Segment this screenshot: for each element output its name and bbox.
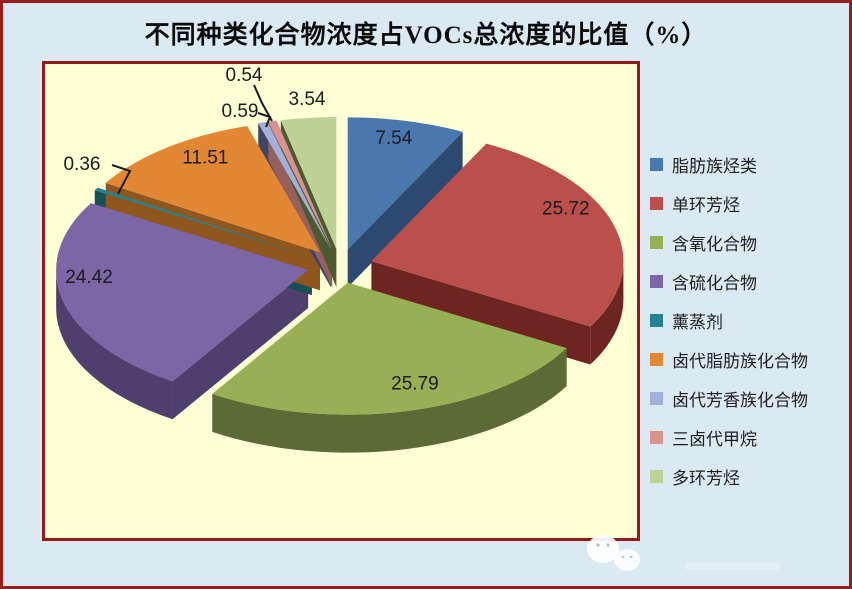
legend-item: 三卤代甲烷 <box>650 418 808 457</box>
pie-slice <box>105 126 321 253</box>
pie-slice <box>94 187 312 258</box>
legend-swatch-icon <box>650 158 663 171</box>
pie-slice <box>371 143 624 327</box>
data-label: 25.72 <box>542 199 590 220</box>
pie-slice <box>280 116 337 249</box>
legend-item: 多环芳烃 <box>650 457 808 496</box>
legend-item: 卤代芳香族化合物 <box>650 379 808 418</box>
pie-slice-wall <box>212 348 567 453</box>
pie-slice-wall <box>280 120 337 287</box>
legend-item-label: 卤代芳香族化合物 <box>672 391 808 410</box>
legend-swatch-icon <box>650 470 663 483</box>
pie-slice <box>347 117 463 250</box>
pie-labels: 7.54 25.72 25.79 24.42 0.36 11.51 0.59 0.54 3.54 <box>64 65 590 395</box>
data-label: 0.36 <box>64 154 101 175</box>
legend-swatch-icon <box>650 353 663 366</box>
legend-item: 卤代脂肪族化合物 <box>650 340 808 379</box>
data-label: 25.79 <box>391 374 439 395</box>
data-label: 0.59 <box>222 101 259 122</box>
legend-item-label: 薰蒸剂 <box>672 313 723 332</box>
legend-item: 含氧化合物 <box>650 223 808 262</box>
legend-swatch-icon <box>650 431 663 444</box>
pie-3d-chart: 7.54 25.72 25.79 24.42 0.36 11.51 0.59 0.54 3.54 <box>56 65 624 453</box>
data-label: 7.54 <box>375 128 412 149</box>
legend-item-label: 三卤代甲烷 <box>672 430 757 449</box>
pie-slice-wall <box>172 270 309 420</box>
data-label: 3.54 <box>289 89 326 110</box>
pie-slice <box>258 121 332 250</box>
legend-item: 含硫化合物 <box>650 262 808 301</box>
legend-item: 单环芳烃 <box>650 184 808 223</box>
legend-item-label: 单环芳烃 <box>672 196 740 215</box>
legend-item-label: 脂肪族烃类 <box>672 157 757 176</box>
data-label: 11.51 <box>182 148 228 169</box>
legend-item: 脂肪族烃类 <box>650 145 808 184</box>
legend-swatch-icon <box>650 275 663 288</box>
legend: 脂肪族烃类单环芳烃含氧化合物含硫化合物薰蒸剂卤代脂肪族化合物 卤代芳香族化合物 三卤… <box>650 145 808 496</box>
pie-slice <box>212 282 567 415</box>
pie-tops <box>56 116 624 415</box>
legend-swatch-icon <box>650 197 663 210</box>
legend-item-label: 含氧化合物 <box>672 235 757 254</box>
legend-swatch-icon <box>650 314 663 327</box>
pie-slice-wall <box>56 270 173 420</box>
pie-slice <box>268 120 333 250</box>
legend-swatch-icon <box>650 236 663 249</box>
data-label: 24.42 <box>65 267 113 288</box>
plot-area: 7.54 25.72 25.79 24.42 0.36 11.51 0.59 0.54 3.54 <box>42 61 640 541</box>
legend-swatch-icon <box>650 392 663 405</box>
pie-slice-wall <box>347 131 463 288</box>
legend-item: 薰蒸剂 <box>650 301 808 340</box>
legend-item-label: 含硫化合物 <box>672 274 757 293</box>
pie-slice-wall <box>590 261 624 365</box>
pie-slice <box>56 203 309 382</box>
legend-item-label: 卤代脂肪族化合物 <box>672 352 808 371</box>
data-label: 0.54 <box>226 65 263 86</box>
label-leader-line <box>111 164 132 195</box>
pie-slice-wall <box>371 261 591 365</box>
label-leader-line <box>253 84 273 122</box>
chart-title: 不同种类化合物浓度占VOCs总浓度的比值（%） <box>144 22 708 49</box>
legend-item-label: 多环芳烃 <box>672 469 740 488</box>
